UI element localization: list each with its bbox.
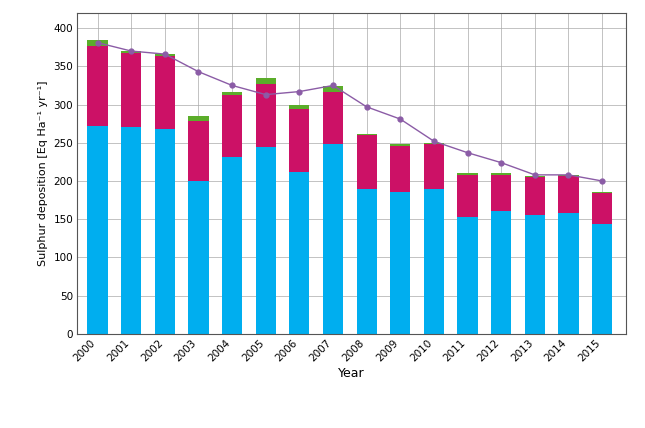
Bar [592,193,612,224]
Bar [121,51,141,54]
Bar [559,176,579,213]
X-axis label: Year: Year [338,366,365,380]
Bar [357,135,377,189]
Bar [121,54,141,128]
Bar [255,78,276,84]
Bar [525,175,545,177]
Bar [255,146,276,334]
Bar [188,181,208,334]
Bar [424,144,444,189]
Bar [155,56,175,129]
Bar [155,129,175,334]
Bar [491,211,511,334]
Bar [88,46,108,126]
Bar [525,215,545,334]
Bar [390,146,410,192]
Bar [290,172,310,334]
Bar [592,192,612,193]
Bar [222,92,243,95]
Bar [457,217,478,334]
Bar [290,105,310,109]
Y-axis label: Sulphur deposition [Eq Ha⁻¹ yr⁻¹]: Sulphur deposition [Eq Ha⁻¹ yr⁻¹] [38,80,48,266]
Bar [255,84,276,146]
Bar [457,175,478,217]
Bar [491,175,511,211]
Bar [559,175,579,176]
Bar [357,134,377,135]
Bar [491,173,511,175]
Bar [323,92,343,144]
Bar [121,128,141,334]
Bar [188,116,208,122]
Bar [424,189,444,334]
Bar [155,54,175,56]
Bar [323,144,343,334]
Bar [188,122,208,181]
Bar [222,95,243,157]
Bar [88,126,108,334]
Bar [290,109,310,172]
Bar [592,224,612,334]
Bar [357,189,377,334]
Bar [88,40,108,46]
Bar [390,143,410,146]
Bar [559,213,579,334]
Bar [323,86,343,92]
Bar [424,143,444,144]
Bar [457,173,478,175]
Bar [390,192,410,334]
Bar [525,177,545,215]
Bar [222,157,243,334]
